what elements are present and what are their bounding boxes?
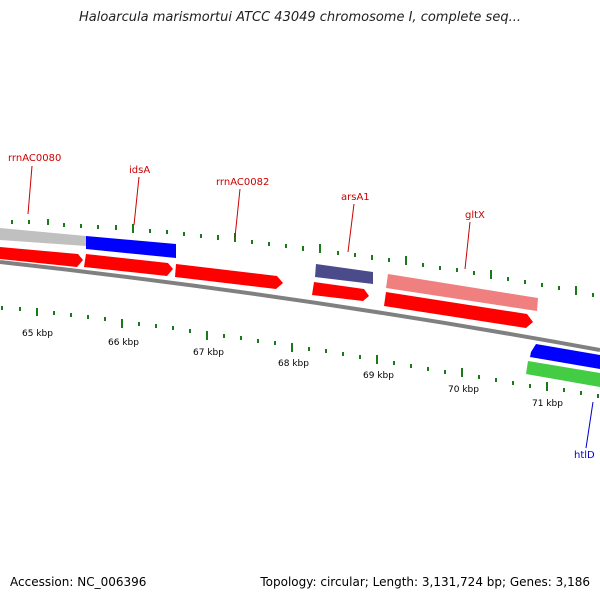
genome-summary-text: Topology: circular; Length: 3,131,724 bp…	[260, 575, 590, 589]
scale-label: 67 kbp	[193, 348, 224, 358]
gene-arrow-grey[interactable]	[0, 228, 86, 246]
gene-arrow-blue[interactable]	[530, 344, 600, 369]
map-title: Haloarcula marismortui ATCC 43049 chromo…	[79, 10, 521, 25]
scale-label: 70 kbp	[448, 385, 479, 395]
leader-line	[234, 188, 241, 238]
gene-label-arsA1[interactable]: arsA1	[341, 192, 370, 203]
gene-arrow-red[interactable]	[175, 264, 283, 289]
scale-label: 66 kbp	[108, 338, 139, 348]
leader-line	[585, 401, 594, 449]
gene-arrow-red[interactable]	[84, 254, 173, 276]
genome-backbone	[0, 260, 600, 352]
outer-tick-track	[11, 219, 594, 297]
scale-label: 68 kbp	[278, 359, 309, 369]
reverse-strand-genes	[0, 247, 533, 328]
scale-labels: 65 kbp 66 kbp 67 kbp 68 kbp 69 kbp 70 kb…	[22, 329, 563, 409]
gene-arrow-red[interactable]	[384, 292, 533, 328]
forward-strand-genes	[0, 228, 538, 311]
leader-line	[133, 176, 140, 226]
gene-label-idsA[interactable]: idsA	[129, 165, 150, 176]
gene-label-gltX[interactable]: gltX	[465, 210, 485, 221]
scale-label: 71 kbp	[532, 399, 563, 409]
inner-tick-track	[1, 306, 599, 398]
gene-arrow-red[interactable]	[0, 247, 83, 267]
leader-line	[27, 165, 33, 215]
lower-right-genes	[526, 344, 600, 387]
gene-arrow-htlD[interactable]	[526, 361, 600, 387]
gene-arrow-red[interactable]	[312, 282, 369, 301]
gene-labels: rrnAC0080 idsA rrnAC0082 arsA1 gltX htlD	[8, 153, 595, 461]
gene-label-leaders	[27, 165, 594, 449]
gene-arrow-gltX[interactable]	[386, 274, 538, 311]
gene-label-rrnAC0082[interactable]: rrnAC0082	[216, 177, 269, 188]
gene-label-rrnAC0080[interactable]: rrnAC0080	[8, 153, 61, 164]
gene-arrow-idsA[interactable]	[86, 236, 176, 258]
leader-line	[464, 221, 471, 270]
accession-text: Accession: NC_006396	[10, 575, 147, 589]
gene-label-htlD[interactable]: htlD	[574, 450, 595, 461]
leader-line	[347, 203, 355, 253]
scale-label: 65 kbp	[22, 329, 53, 339]
gene-arrow-arsA1[interactable]	[315, 264, 373, 284]
scale-label: 69 kbp	[363, 371, 394, 381]
